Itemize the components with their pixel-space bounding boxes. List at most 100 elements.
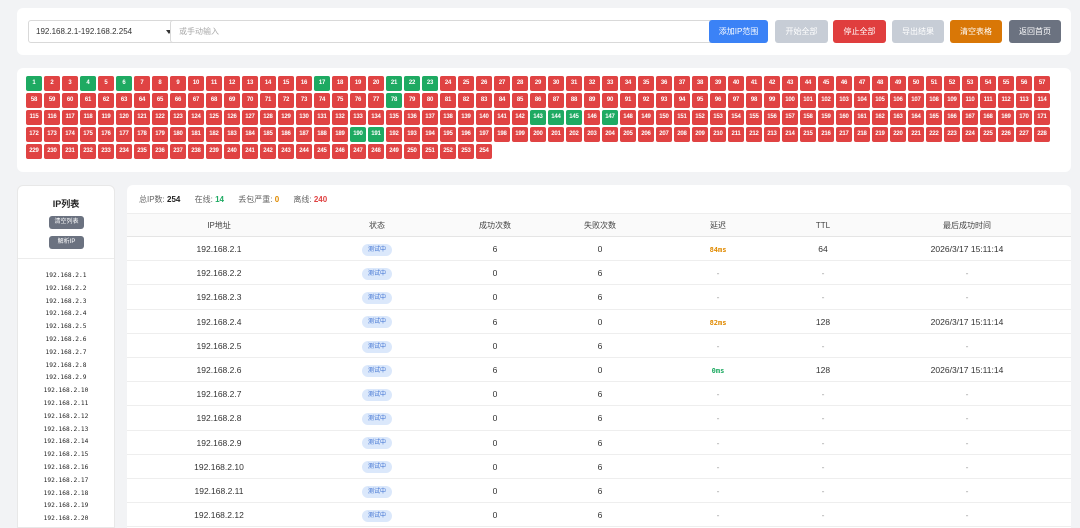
ip-cell-146[interactable]: 146 [584,110,600,125]
ip-cell-105[interactable]: 105 [872,93,888,108]
ip-cell-66[interactable]: 66 [170,93,186,108]
ip-cell-43[interactable]: 43 [782,76,798,91]
ip-cell-51[interactable]: 51 [926,76,942,91]
ip-cell-164[interactable]: 164 [908,110,924,125]
ip-cell-147[interactable]: 147 [602,110,618,125]
ip-cell-9[interactable]: 9 [170,76,186,91]
ip-cell-148[interactable]: 148 [620,110,636,125]
ip-cell-189[interactable]: 189 [332,127,348,142]
ip-cell-56[interactable]: 56 [1016,76,1032,91]
ip-cell-46[interactable]: 46 [836,76,852,91]
ip-cell-67[interactable]: 67 [188,93,204,108]
ip-cell-55[interactable]: 55 [998,76,1014,91]
ip-cell-187[interactable]: 187 [296,127,312,142]
ip-cell-158[interactable]: 158 [800,110,816,125]
column-header-latency[interactable]: 延迟 [710,221,726,230]
ip-cell-45[interactable]: 45 [818,76,834,91]
ip-cell-41[interactable]: 41 [746,76,762,91]
ip-cell-118[interactable]: 118 [80,110,96,125]
ip-cell-40[interactable]: 40 [728,76,744,91]
ip-cell-131[interactable]: 131 [314,110,330,125]
ip-cell-235[interactable]: 235 [134,144,150,159]
column-header-last-success[interactable]: 最后成功时间 [943,221,991,230]
ip-cell-27[interactable]: 27 [494,76,510,91]
ip-cell-230[interactable]: 230 [44,144,60,159]
ip-cell-89[interactable]: 89 [584,93,600,108]
ip-cell-238[interactable]: 238 [188,144,204,159]
ip-cell-227[interactable]: 227 [1016,127,1032,142]
ip-cell-178[interactable]: 178 [134,127,150,142]
ip-cell-220[interactable]: 220 [890,127,906,142]
ip-cell-209[interactable]: 209 [692,127,708,142]
ip-cell-117[interactable]: 117 [62,110,78,125]
ip-cell-188[interactable]: 188 [314,127,330,142]
ip-cell-176[interactable]: 176 [98,127,114,142]
column-header-status[interactable]: 状态 [369,221,385,230]
ip-cell-253[interactable]: 253 [458,144,474,159]
clear-list-button[interactable]: 清空列表 [49,216,84,229]
ip-cell-140[interactable]: 140 [476,110,492,125]
ip-cell-101[interactable]: 101 [800,93,816,108]
ip-cell-26[interactable]: 26 [476,76,492,91]
ip-cell-15[interactable]: 15 [278,76,294,91]
ip-cell-90[interactable]: 90 [602,93,618,108]
ip-cell-137[interactable]: 137 [422,110,438,125]
ip-cell-198[interactable]: 198 [494,127,510,142]
table-row[interactable]: 192.168.2.4 测试中 6 0 82ms 128 2026/3/17 15:11:1… [127,310,1071,334]
ip-cell-4[interactable]: 4 [80,76,96,91]
ip-cell-32[interactable]: 32 [584,76,600,91]
ip-cell-223[interactable]: 223 [944,127,960,142]
ip-cell-77[interactable]: 77 [368,93,384,108]
ip-cell-24[interactable]: 24 [440,76,456,91]
ip-cell-6[interactable]: 6 [116,76,132,91]
ip-cell-82[interactable]: 82 [458,93,474,108]
ip-cell-199[interactable]: 199 [512,127,528,142]
back-home-button[interactable]: 返回首页 [1009,20,1061,43]
ip-cell-200[interactable]: 200 [530,127,546,142]
ip-cell-204[interactable]: 204 [602,127,618,142]
ip-cell-185[interactable]: 185 [260,127,276,142]
ip-cell-155[interactable]: 155 [746,110,762,125]
ip-cell-166[interactable]: 166 [944,110,960,125]
ip-cell-234[interactable]: 234 [116,144,132,159]
ip-cell-142[interactable]: 142 [512,110,528,125]
ip-cell-228[interactable]: 228 [1034,127,1050,142]
ip-cell-215[interactable]: 215 [800,127,816,142]
ip-cell-226[interactable]: 226 [998,127,1014,142]
ip-cell-61[interactable]: 61 [80,93,96,108]
ip-cell-139[interactable]: 139 [458,110,474,125]
ip-cell-35[interactable]: 35 [638,76,654,91]
ip-cell-69[interactable]: 69 [224,93,240,108]
ip-cell-30[interactable]: 30 [548,76,564,91]
table-row[interactable]: 192.168.2.5 测试中 0 6 - - - [127,334,1071,358]
ip-cell-16[interactable]: 16 [296,76,312,91]
ip-cell-170[interactable]: 170 [1016,110,1032,125]
ip-cell-73[interactable]: 73 [296,93,312,108]
table-row[interactable]: 192.168.2.10 测试中 0 6 - - - [127,455,1071,479]
ip-cell-237[interactable]: 237 [170,144,186,159]
ip-cell-165[interactable]: 165 [926,110,942,125]
ip-cell-12[interactable]: 12 [224,76,240,91]
ip-cell-81[interactable]: 81 [440,93,456,108]
ip-cell-175[interactable]: 175 [80,127,96,142]
ip-cell-42[interactable]: 42 [764,76,780,91]
column-header-success[interactable]: 成功次数 [479,221,511,230]
ip-cell-47[interactable]: 47 [854,76,870,91]
ip-cell-252[interactable]: 252 [440,144,456,159]
ip-cell-190[interactable]: 190 [350,127,366,142]
ip-cell-240[interactable]: 240 [224,144,240,159]
ip-cell-174[interactable]: 174 [62,127,78,142]
ip-cell-193[interactable]: 193 [404,127,420,142]
column-header-ttl[interactable]: TTL [815,221,831,230]
manual-ip-input[interactable] [170,20,717,43]
ip-cell-154[interactable]: 154 [728,110,744,125]
ip-cell-195[interactable]: 195 [440,127,456,142]
ip-cell-149[interactable]: 149 [638,110,654,125]
ip-cell-75[interactable]: 75 [332,93,348,108]
ip-cell-23[interactable]: 23 [422,76,438,91]
ip-cell-38[interactable]: 38 [692,76,708,91]
ip-cell-250[interactable]: 250 [404,144,420,159]
ip-cell-92[interactable]: 92 [638,93,654,108]
ip-cell-127[interactable]: 127 [242,110,258,125]
table-row[interactable]: 192.168.2.9 测试中 0 6 - - - [127,431,1071,455]
